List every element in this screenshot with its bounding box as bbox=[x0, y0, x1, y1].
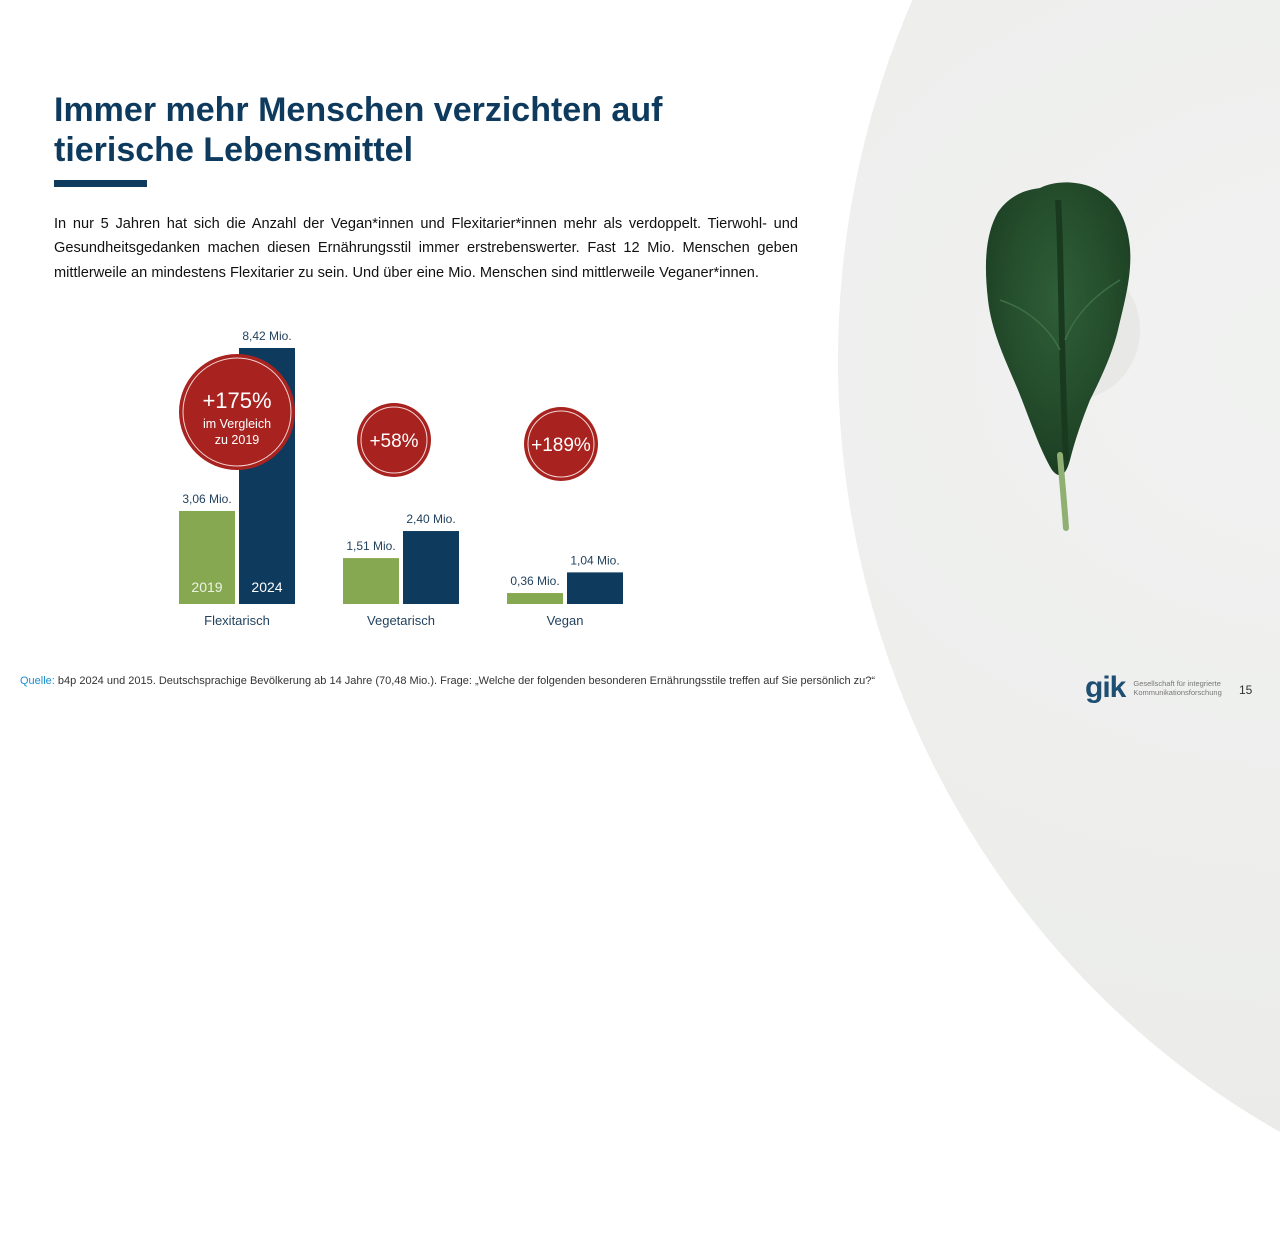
logo-wordmark: gik bbox=[1085, 671, 1126, 704]
growth-badge-ring bbox=[527, 410, 595, 478]
value-label: 1,04 Mio. bbox=[570, 553, 619, 567]
growth-badge bbox=[179, 354, 295, 470]
growth-badge-note: im Vergleich bbox=[203, 417, 271, 431]
value-label: 0,36 Mio. bbox=[510, 574, 559, 588]
value-label: 8,42 Mio. bbox=[242, 329, 291, 343]
growth-badge-value: +58% bbox=[369, 431, 418, 452]
kale-leaf-image bbox=[985, 182, 1140, 531]
title-underline bbox=[54, 180, 147, 187]
gik-logo: gik Gesellschaft für integrierte Kommuni… bbox=[1085, 671, 1253, 704]
bar-2024-vegetarisch bbox=[403, 531, 459, 604]
page-number: 15 bbox=[1239, 683, 1253, 697]
slide-title: Immer mehr Menschen verzichten auf tieri… bbox=[54, 91, 663, 169]
category-label: Flexitarisch bbox=[204, 613, 270, 628]
growth-badge bbox=[357, 403, 431, 477]
in-bar-year-label: 2024 bbox=[251, 579, 282, 595]
kale-stem bbox=[1057, 452, 1069, 531]
value-label: 3,06 Mio. bbox=[182, 492, 231, 506]
bar-chart: 3,06 Mio. 2019 8,42 Mio. 2024 Flexitarisch +1… bbox=[179, 329, 623, 628]
bar-2019-vegan bbox=[507, 593, 563, 604]
growth-badge bbox=[524, 407, 598, 481]
source-text: b4p 2024 und 2015. Deutschsprachige Bevö… bbox=[57, 675, 876, 687]
growth-badge-value: +189% bbox=[531, 435, 591, 456]
growth-badge-note: zu 2019 bbox=[215, 433, 260, 447]
growth-badge-ring bbox=[360, 406, 428, 474]
category-label: Vegan bbox=[547, 613, 584, 628]
growth-badge-value: +175% bbox=[202, 388, 271, 413]
logo-subtitle: Gesellschaft für integrierte Kommunikati… bbox=[1133, 679, 1222, 697]
growth-badge-ring bbox=[182, 357, 292, 467]
intro-paragraph: In nur 5 Jahren hat sich die Anzahl der … bbox=[54, 216, 798, 281]
value-label: 2,40 Mio. bbox=[406, 512, 455, 526]
kale-leaf bbox=[985, 182, 1131, 476]
category-label: Vegetarisch bbox=[367, 613, 435, 628]
value-label: 1,51 Mio. bbox=[346, 539, 395, 553]
source-label: Quelle: bbox=[20, 675, 55, 687]
bar-2024-vegan bbox=[567, 572, 623, 604]
kale-midrib bbox=[1055, 199, 1069, 461]
bar-2019-vegetarisch bbox=[343, 558, 399, 604]
source-note: Quelle: b4p 2024 und 2015. Deutschsprach… bbox=[20, 674, 900, 689]
in-bar-year-label: 2019 bbox=[191, 579, 222, 595]
bar-2019-flexitarisch bbox=[179, 510, 235, 604]
